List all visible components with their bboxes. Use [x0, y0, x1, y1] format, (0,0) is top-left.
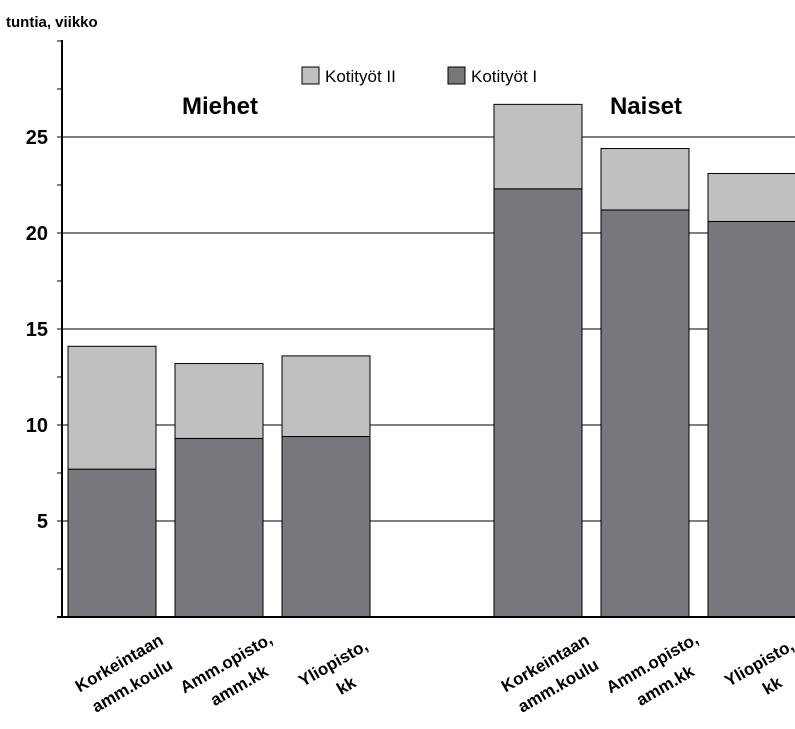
- y-tick-label: 5: [37, 511, 48, 533]
- legend-swatch-0: [301, 66, 320, 85]
- x-tick-label-line: kk: [759, 673, 785, 699]
- x-tick-label-line: Yliopisto,: [721, 636, 795, 691]
- x-tick-label: Yliopisto,kk: [721, 636, 795, 713]
- y-tick-labels: 5 10 15 20 25: [26, 127, 48, 533]
- x-tick-label: Yliopisto,kk: [295, 636, 384, 713]
- y-tick-label: 20: [26, 223, 48, 245]
- x-tick-labels: Korkeintaanamm.koulu Amm.opisto,amm.kk Yli…: [72, 629, 795, 719]
- bar-miehet-amm-opisto-series-0: [174, 437, 264, 618]
- y-tick-label: 25: [26, 127, 48, 149]
- legend: Kotityöt II Kotityöt I: [301, 66, 537, 86]
- y-tick-label: 10: [26, 415, 48, 437]
- bar-miehet-yliopisto-series-0: [281, 436, 371, 618]
- bar-miehet-yliopisto-series-1: [281, 355, 371, 438]
- legend-swatch-1: [447, 66, 466, 85]
- x-tick-label: Amm.opisto,amm.kk: [603, 629, 715, 719]
- x-tick-label-line: kk: [333, 673, 359, 699]
- x-tick-label: Korkeintaanamm.koulu: [72, 630, 180, 718]
- bar-naiset-amm-opisto-series-1: [600, 148, 690, 211]
- bar-miehet-amm-opisto-series-1: [174, 363, 264, 439]
- group-title-1: Naiset: [610, 93, 682, 120]
- legend-label-0: Kotityöt II: [325, 67, 396, 86]
- bar-naiset-amm-opisto-series-0: [600, 209, 690, 618]
- group-title-0: Miehet: [182, 93, 258, 120]
- bar-miehet-korkeintaan-amm-koulu-series-0: [67, 468, 157, 618]
- bar-naiset-korkeintaan-amm-koulu-series-1: [493, 103, 583, 190]
- x-tick-label: Korkeintaanamm.koulu: [498, 630, 606, 718]
- y-tick-label: 15: [26, 319, 48, 341]
- group-titles: Miehet Naiset: [182, 93, 682, 120]
- bar-naiset-yliopisto-series-0: [707, 220, 795, 618]
- bar-miehet-korkeintaan-amm-koulu-series-1: [67, 345, 157, 470]
- bar-naiset-yliopisto-series-1: [707, 172, 795, 222]
- y-axis-title: tuntia, viikko: [6, 14, 98, 31]
- axes: [57, 40, 795, 618]
- x-tick-label: Amm.opisto,amm.kk: [177, 629, 289, 719]
- bars: [67, 103, 795, 618]
- bar-naiset-korkeintaan-amm-koulu-series-0: [493, 188, 583, 618]
- legend-label-1: Kotityöt I: [471, 67, 537, 86]
